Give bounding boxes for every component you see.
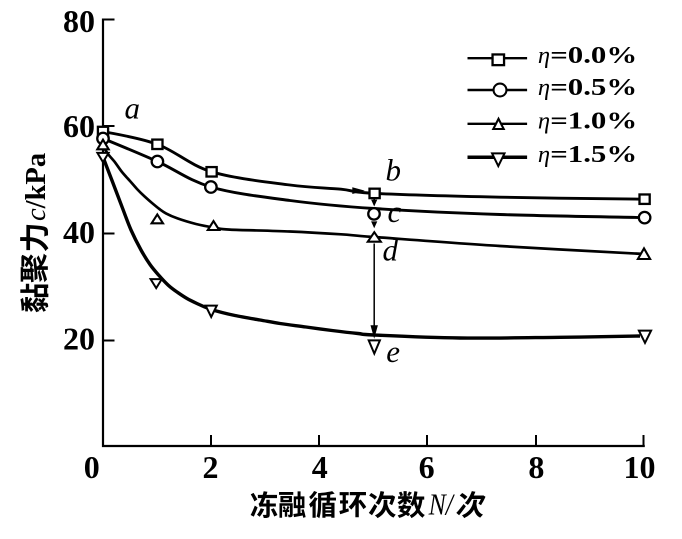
svg-text:10: 10 [624, 449, 656, 485]
svg-text:80: 80 [63, 3, 95, 39]
svg-text:η: η [538, 141, 550, 168]
svg-text:b: b [386, 152, 402, 187]
svg-text:d: d [383, 232, 399, 267]
svg-text:a: a [125, 90, 141, 125]
svg-text:c/kPa: c/kPa [21, 153, 52, 221]
svg-text:=1.5%: =1.5% [550, 141, 637, 168]
svg-text:2: 2 [203, 449, 219, 485]
svg-text:η: η [538, 108, 550, 135]
svg-text:=1.0%: =1.0% [550, 108, 637, 135]
svg-text:c: c [388, 194, 402, 229]
svg-text:η: η [538, 42, 550, 69]
svg-text:e: e [386, 334, 400, 369]
svg-text:4: 4 [312, 449, 328, 485]
svg-text:40: 40 [63, 214, 95, 250]
svg-text:η: η [538, 74, 550, 101]
svg-text:=0.0%: =0.0% [550, 42, 637, 69]
svg-text:60: 60 [63, 108, 95, 144]
svg-text:6: 6 [419, 449, 435, 485]
svg-text:=0.5%: =0.5% [550, 74, 637, 101]
svg-text:20: 20 [63, 320, 95, 356]
svg-text:N/: N/ [428, 488, 456, 522]
svg-text:8: 8 [528, 449, 544, 485]
svg-text:0: 0 [84, 449, 100, 485]
